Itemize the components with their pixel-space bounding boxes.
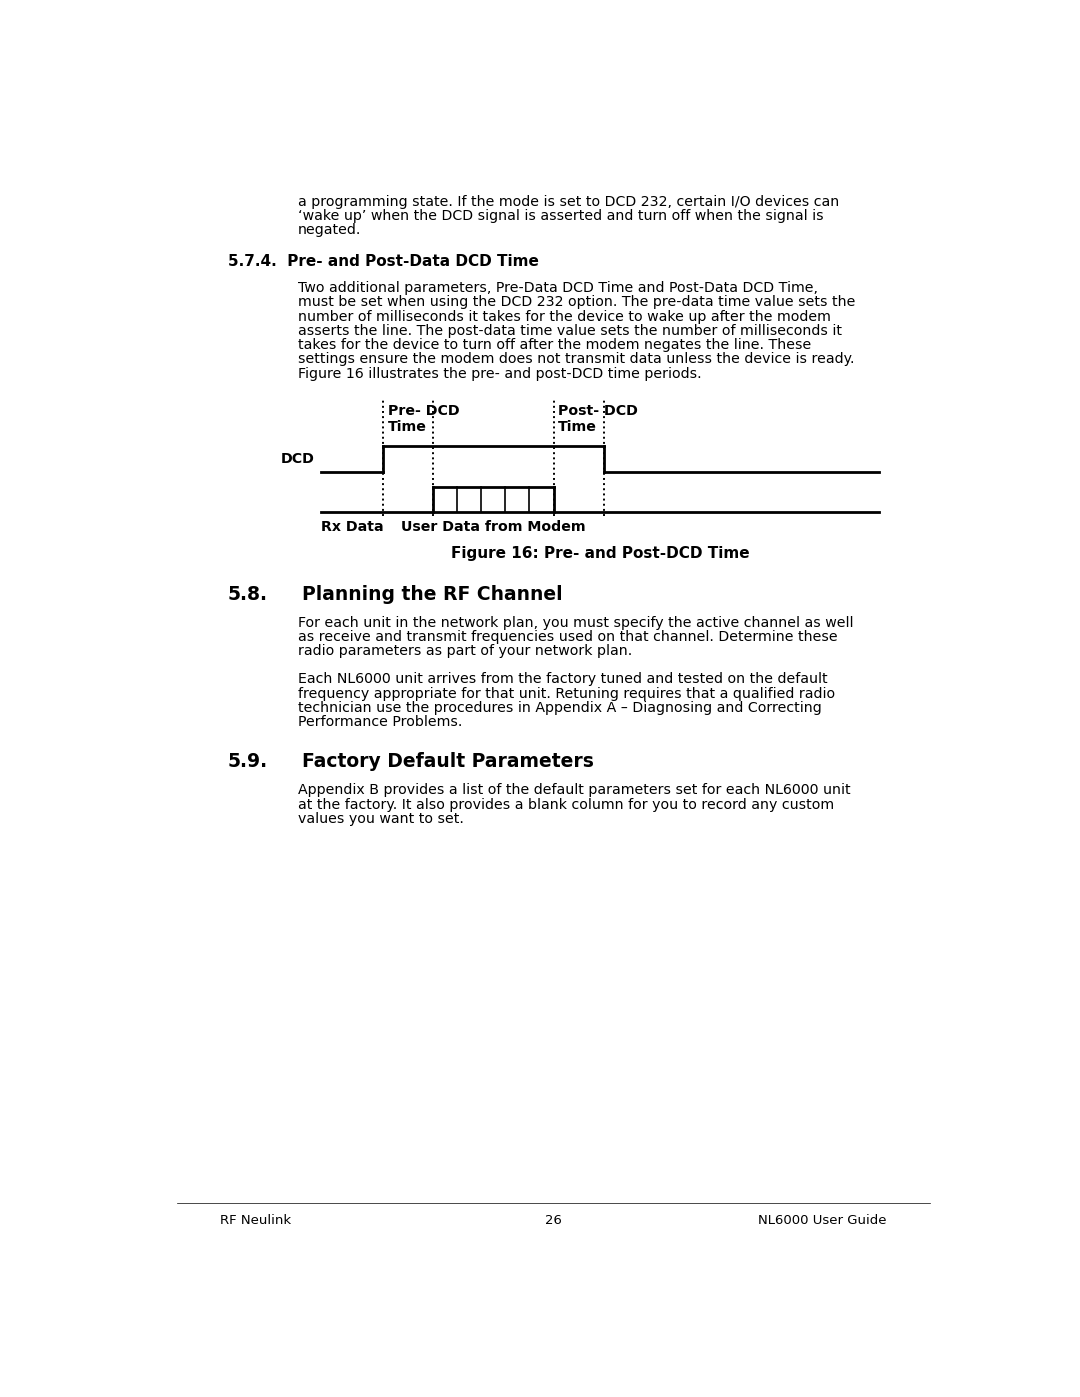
Text: Figure 16: Pre- and Post-DCD Time: Figure 16: Pre- and Post-DCD Time [450,546,750,562]
Text: Performance Problems.: Performance Problems. [298,715,462,729]
Text: Pre- DCD: Pre- DCD [388,404,459,418]
Text: DCD: DCD [281,453,314,467]
Text: technician use the procedures in Appendix A – Diagnosing and Correcting: technician use the procedures in Appendi… [298,701,822,715]
Text: asserts the line. The post-data time value sets the number of milliseconds it: asserts the line. The post-data time val… [298,324,841,338]
Text: User Data from Modem: User Data from Modem [401,520,585,534]
Text: Appendix B provides a list of the default parameters set for each NL6000 unit: Appendix B provides a list of the defaul… [298,784,850,798]
Text: For each unit in the network plan, you must specify the active channel as well: For each unit in the network plan, you m… [298,616,853,630]
Text: Factory Default Parameters: Factory Default Parameters [301,753,594,771]
Text: 5.8.: 5.8. [228,585,268,604]
Text: 5.7.4.  Pre- and Post-Data DCD Time: 5.7.4. Pre- and Post-Data DCD Time [228,254,539,270]
Text: NL6000 User Guide: NL6000 User Guide [758,1214,887,1227]
Text: as receive and transmit frequencies used on that channel. Determine these: as receive and transmit frequencies used… [298,630,837,644]
Text: Planning the RF Channel: Planning the RF Channel [301,585,563,604]
Text: Two additional parameters, Pre-Data DCD Time and Post-Data DCD Time,: Two additional parameters, Pre-Data DCD … [298,281,818,295]
Text: values you want to set.: values you want to set. [298,812,463,826]
Text: Rx Data: Rx Data [321,520,383,534]
Text: a programming state. If the mode is set to DCD 232, certain I/O devices can: a programming state. If the mode is set … [298,194,839,208]
Text: frequency appropriate for that unit. Retuning requires that a qualified radio: frequency appropriate for that unit. Ret… [298,686,835,701]
Text: Each NL6000 unit arrives from the factory tuned and tested on the default: Each NL6000 unit arrives from the factor… [298,672,827,686]
Text: ‘wake up’ when the DCD signal is asserted and turn off when the signal is: ‘wake up’ when the DCD signal is asserte… [298,208,823,224]
Text: settings ensure the modem does not transmit data unless the device is ready.: settings ensure the modem does not trans… [298,352,854,366]
Text: 26: 26 [545,1214,562,1227]
Text: negated.: negated. [298,224,361,237]
Text: must be set when using the DCD 232 option. The pre-data time value sets the: must be set when using the DCD 232 optio… [298,295,855,310]
Text: 5.9.: 5.9. [228,753,268,771]
Text: Time: Time [388,420,427,434]
Text: RF Neulink: RF Neulink [220,1214,292,1227]
Text: Post- DCD: Post- DCD [558,404,638,418]
Text: takes for the device to turn off after the modem negates the line. These: takes for the device to turn off after t… [298,338,811,352]
Text: Time: Time [558,420,597,434]
Text: radio parameters as part of your network plan.: radio parameters as part of your network… [298,644,632,658]
Text: Figure 16 illustrates the pre- and post-DCD time periods.: Figure 16 illustrates the pre- and post-… [298,366,701,381]
Text: at the factory. It also provides a blank column for you to record any custom: at the factory. It also provides a blank… [298,798,834,812]
Text: number of milliseconds it takes for the device to wake up after the modem: number of milliseconds it takes for the … [298,310,831,324]
